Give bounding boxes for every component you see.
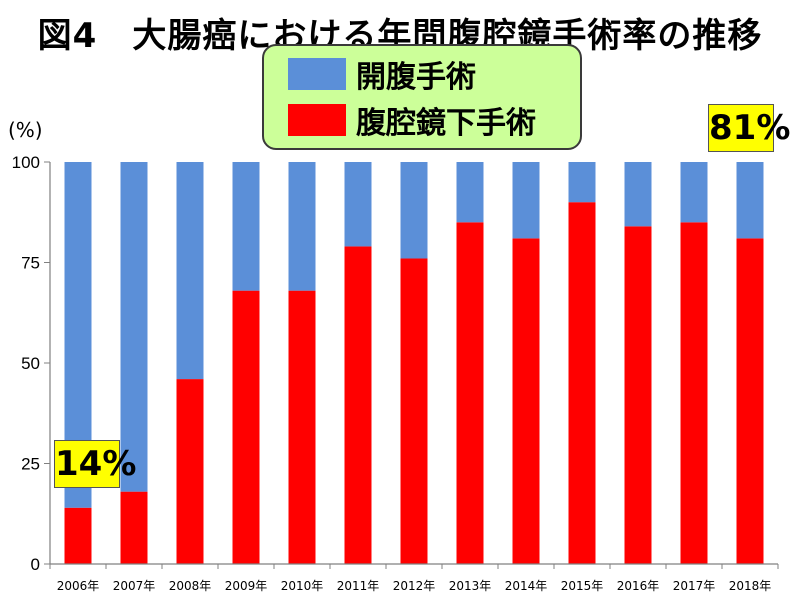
y-axis-unit: (%) <box>8 118 43 142</box>
y-tick-label: 50 <box>21 354 40 373</box>
y-tick-label: 0 <box>31 555 40 574</box>
bar-laparoscopic-10 <box>624 226 652 564</box>
bar-open-4 <box>288 162 316 291</box>
y-tick-label: 75 <box>21 254 40 273</box>
x-tick-label: 2018年 <box>729 579 772 593</box>
bar-open-11 <box>680 162 708 223</box>
bar-open-5 <box>344 162 372 247</box>
bar-open-7 <box>456 162 484 223</box>
bar-open-1 <box>120 162 148 492</box>
bar-open-12 <box>736 162 764 239</box>
legend-swatch-open <box>288 58 346 90</box>
x-tick-label: 2011年 <box>337 579 380 593</box>
x-tick-label: 2017年 <box>673 579 716 593</box>
legend-swatch-laparoscopic <box>288 104 346 136</box>
legend-item-open: 開腹手術 <box>288 54 476 95</box>
bar-open-10 <box>624 162 652 227</box>
bar-laparoscopic-7 <box>456 222 484 565</box>
legend-item-laparoscopic: 腹腔鏡下手術 <box>288 100 536 141</box>
bar-laparoscopic-4 <box>288 290 316 564</box>
x-tick-label: 2013年 <box>449 579 492 593</box>
bar-laparoscopic-0 <box>64 507 92 564</box>
x-tick-label: 2006年 <box>57 579 100 593</box>
bar-open-6 <box>400 162 428 259</box>
bar-laparoscopic-6 <box>400 258 428 564</box>
legend-label-open: 開腹手術 <box>356 60 476 95</box>
bar-laparoscopic-12 <box>736 238 764 564</box>
bar-open-2 <box>176 162 204 380</box>
bar-open-3 <box>232 162 260 291</box>
x-tick-label: 2015年 <box>561 579 604 593</box>
bar-laparoscopic-9 <box>568 202 596 564</box>
x-tick-label: 2009年 <box>225 579 268 593</box>
bar-open-9 <box>568 162 596 203</box>
bar-laparoscopic-1 <box>120 491 148 564</box>
bar-laparoscopic-5 <box>344 246 372 565</box>
legend-label-laparoscopic: 腹腔鏡下手術 <box>356 106 536 141</box>
x-tick-label: 2010年 <box>281 579 324 593</box>
bar-open-8 <box>512 162 540 239</box>
bar-laparoscopic-8 <box>512 238 540 564</box>
x-tick-label: 2007年 <box>113 579 156 593</box>
x-tick-label: 2014年 <box>505 579 548 593</box>
bar-laparoscopic-3 <box>232 290 260 564</box>
x-tick-label: 2012年 <box>393 579 436 593</box>
y-tick-label: 100 <box>12 153 40 172</box>
x-tick-label: 2008年 <box>169 579 212 593</box>
callout-2006-value: 14% <box>54 440 136 488</box>
callout-2018-value: 81% <box>708 104 790 152</box>
x-tick-label: 2016年 <box>617 579 660 593</box>
legend: 開腹手術 腹腔鏡下手術 <box>262 44 582 150</box>
bar-laparoscopic-11 <box>680 222 708 565</box>
y-tick-label: 25 <box>21 455 40 474</box>
bar-laparoscopic-2 <box>176 379 204 564</box>
